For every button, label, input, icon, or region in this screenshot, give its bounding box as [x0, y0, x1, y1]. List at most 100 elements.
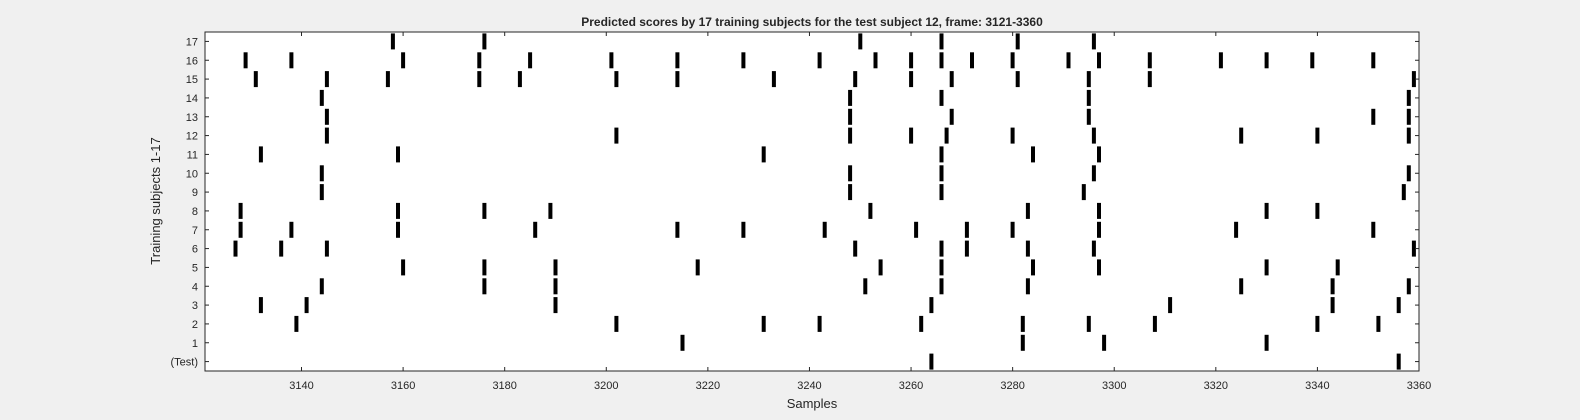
spike-mark	[771, 71, 776, 88]
spike-mark	[1264, 202, 1269, 219]
spike-mark	[1310, 52, 1315, 69]
spike-mark	[528, 52, 533, 69]
spike-mark	[324, 127, 329, 144]
spike-mark	[609, 52, 614, 69]
spike-mark	[822, 221, 827, 238]
spike-mark	[614, 127, 619, 144]
spike-mark	[761, 146, 766, 163]
spike-mark	[279, 240, 284, 257]
spike-mark	[848, 184, 853, 201]
spike-mark	[1396, 297, 1401, 314]
x-tick-label: 3280	[1000, 380, 1024, 392]
spike-mark	[741, 52, 746, 69]
spike-mark	[482, 278, 487, 295]
y-tick-label: 4	[192, 281, 198, 293]
spike-mark	[319, 89, 324, 106]
spike-mark	[253, 71, 258, 88]
spike-mark	[401, 52, 406, 69]
spike-mark	[1020, 334, 1025, 351]
spike-mark	[970, 52, 974, 69]
spike-mark	[1020, 315, 1025, 332]
spike-mark	[1097, 202, 1101, 219]
spike-mark	[289, 221, 294, 238]
spike-mark	[1091, 33, 1096, 50]
spike-mark	[1406, 278, 1411, 295]
spike-mark	[243, 52, 248, 69]
spike-mark	[1406, 89, 1411, 106]
x-tick-label: 3340	[1305, 380, 1329, 392]
spike-mark	[1330, 297, 1335, 314]
spike-mark	[482, 259, 487, 276]
x-tick-label: 3300	[1102, 380, 1126, 392]
x-tick-label: 3140	[289, 380, 313, 392]
spike-mark	[817, 315, 822, 332]
spike-mark	[939, 278, 944, 295]
spike-mark	[1401, 184, 1406, 201]
spike-mark	[324, 71, 329, 88]
spike-mark	[1396, 353, 1401, 370]
spike-mark	[919, 315, 924, 332]
spike-mark	[390, 33, 395, 50]
plot-area	[205, 32, 1419, 371]
spike-mark	[939, 52, 944, 69]
spike-mark	[482, 202, 487, 219]
spike-mark	[863, 278, 868, 295]
spike-mark	[1031, 146, 1035, 163]
spike-mark	[929, 353, 934, 370]
spike-mark	[238, 202, 243, 219]
spike-mark	[553, 278, 558, 295]
y-tick-label: 16	[186, 55, 198, 67]
x-axis: 3140 3160 3180 3200 3220 3240 3260 3280 3300 3320…	[289, 32, 1431, 392]
x-tick-label: 3200	[594, 380, 618, 392]
plot-frame	[204, 31, 1420, 372]
spike-mark	[1152, 315, 1157, 332]
y-tick-label: 15	[186, 74, 198, 86]
spike-mark	[929, 297, 934, 314]
y-tick-label: 12	[186, 131, 198, 143]
spike-mark	[944, 127, 949, 144]
spike-mark	[614, 315, 619, 332]
x-tick-label: 3240	[797, 380, 821, 392]
spike-mark	[294, 315, 299, 332]
raster-marks	[233, 33, 1416, 370]
spike-mark	[1066, 52, 1071, 69]
y-tick-label: 10	[186, 168, 198, 180]
spike-mark	[1406, 165, 1411, 182]
spike-mark	[909, 71, 914, 88]
spike-mark	[964, 221, 969, 238]
y-tick-label: 3	[192, 300, 198, 312]
spike-mark	[817, 52, 822, 69]
spike-mark	[873, 52, 878, 69]
spike-mark	[1330, 278, 1335, 295]
x-tick-label: 3220	[696, 380, 720, 392]
spike-mark	[258, 146, 263, 163]
spike-mark	[1025, 240, 1030, 257]
spike-mark	[1168, 297, 1173, 314]
spike-mark	[1411, 71, 1416, 88]
spike-mark	[1239, 278, 1244, 295]
spike-mark	[1031, 259, 1035, 276]
spike-mark	[477, 52, 482, 69]
y-tick-label: 7	[192, 225, 198, 237]
y-axis-label: Training subjects 1-17	[148, 137, 163, 264]
spike-mark	[396, 146, 400, 163]
spike-mark	[1376, 315, 1381, 332]
x-axis-label: Samples	[787, 396, 838, 411]
spike-mark	[1239, 127, 1244, 144]
spike-mark	[614, 71, 619, 88]
spike-mark	[401, 259, 406, 276]
spike-mark	[1086, 315, 1091, 332]
spike-mark	[848, 127, 853, 144]
spike-mark	[675, 52, 680, 69]
spike-mark	[848, 108, 853, 125]
spike-mark	[939, 33, 944, 50]
y-tick-label: 9	[192, 187, 198, 199]
spike-mark	[1097, 259, 1101, 276]
spike-mark	[1102, 334, 1107, 351]
spike-mark	[1315, 315, 1320, 332]
spike-mark	[1335, 259, 1340, 276]
spike-mark	[939, 165, 944, 182]
spike-mark	[949, 108, 954, 125]
x-tick-label: 3360	[1407, 380, 1431, 392]
